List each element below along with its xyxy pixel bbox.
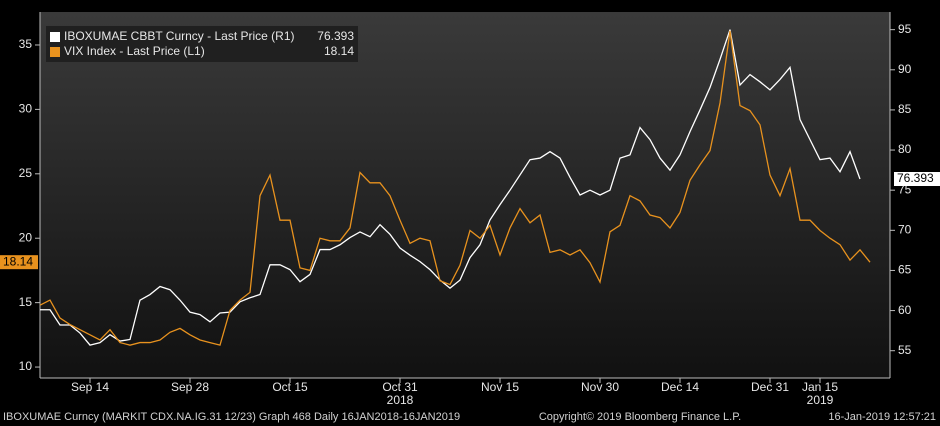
legend-swatch: [50, 47, 60, 57]
y-tick-label: 35: [19, 37, 33, 51]
y2-tick-label: 95: [898, 22, 912, 36]
x-tick-label: Jan 15: [802, 380, 838, 394]
last-value-label: 18.14: [3, 254, 33, 268]
legend-swatch: [50, 32, 60, 42]
x-tick-label: Nov 30: [581, 380, 619, 394]
y-tick-label: 30: [19, 102, 33, 116]
y-tick-label: 15: [19, 295, 33, 309]
x-group-label: 2019: [807, 393, 834, 407]
x-tick-label: Dec 31: [751, 380, 789, 394]
y2-tick-label: 60: [898, 303, 912, 317]
y2-tick-label: 55: [898, 343, 912, 357]
footer-right: 16-Jan-2019 12:57:21: [828, 411, 936, 423]
legend-value: 76.393: [317, 29, 354, 43]
y2-tick-label: 80: [898, 142, 912, 156]
legend-label: IBOXUMAE CBBT Curncy - Last Price (R1): [64, 29, 295, 43]
footer-center: Copyright© 2019 Bloomberg Finance L.P.: [539, 411, 741, 423]
last-value-label: 76.393: [897, 171, 934, 185]
x-tick-label: Dec 14: [661, 380, 699, 394]
x-group-label: 2018: [387, 393, 414, 407]
legend-label: VIX Index - Last Price (L1): [64, 44, 205, 58]
x-tick-label: Sep 28: [171, 380, 209, 394]
footer-left: IBOXUMAE Curncy (MARKIT CDX.NA.IG.31 12/…: [3, 411, 460, 423]
legend-box: [46, 26, 358, 62]
y-tick-label: 20: [19, 230, 33, 244]
y-tick-label: 10: [19, 359, 33, 373]
y2-tick-label: 85: [898, 102, 912, 116]
last-value-tag: [0, 255, 38, 270]
y2-tick-label: 90: [898, 62, 912, 76]
y-tick-label: 25: [19, 166, 33, 180]
series-line: [39, 30, 871, 346]
x-tick-label: Oct 31: [382, 380, 418, 394]
x-tick-label: Oct 15: [272, 380, 308, 394]
x-tick-label: Nov 15: [481, 380, 519, 394]
series-line: [40, 29, 861, 346]
x-tick-label: Sep 14: [71, 380, 109, 394]
y2-tick-label: 70: [898, 222, 912, 236]
legend-value: 18.14: [324, 44, 354, 58]
last-value-tag: [894, 172, 940, 187]
y2-tick-label: 65: [898, 263, 912, 277]
plot-area: [40, 12, 890, 378]
